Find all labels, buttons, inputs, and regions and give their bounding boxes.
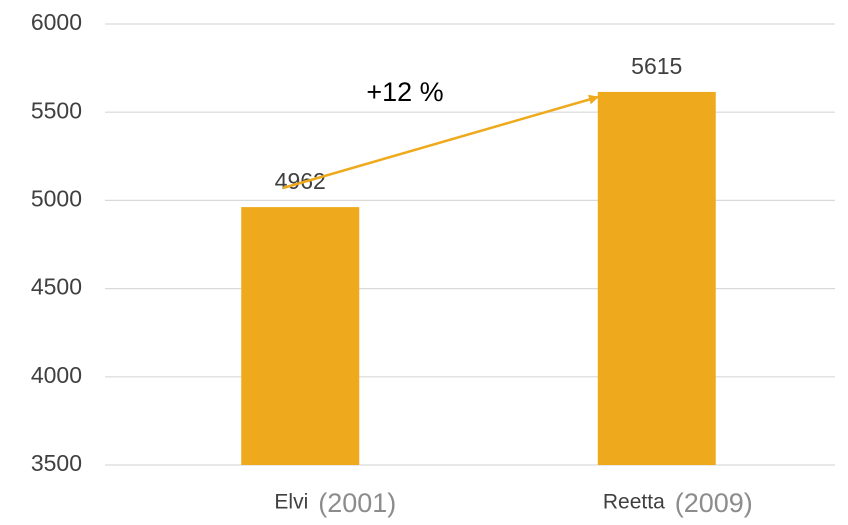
x-tick-year: (2009): [675, 488, 753, 518]
y-tick-label: 6000: [31, 9, 82, 35]
y-tick-label: 4500: [31, 274, 82, 300]
trend-arrow: [282, 94, 599, 190]
y-tick-label: 5000: [31, 185, 82, 211]
y-tick-label: 4000: [31, 362, 82, 388]
bar: [241, 207, 360, 465]
y-tick-label: 3500: [31, 450, 82, 476]
marks: 4962 Elvi (2001) 5615 Reetta (2009): [241, 53, 753, 518]
annotation: +12 %: [366, 77, 443, 107]
grid: 3500 4000 4500 5000 5500 6000: [31, 9, 835, 476]
x-tick-label: Elvi: [274, 491, 308, 514]
x-tick-label: Reetta: [603, 491, 665, 514]
value-label: 5615: [631, 53, 682, 79]
x-tick-year: (2001): [318, 488, 396, 518]
bar: [597, 91, 716, 465]
y-tick-label: 5500: [31, 97, 82, 123]
value-label: 4962: [275, 168, 326, 194]
